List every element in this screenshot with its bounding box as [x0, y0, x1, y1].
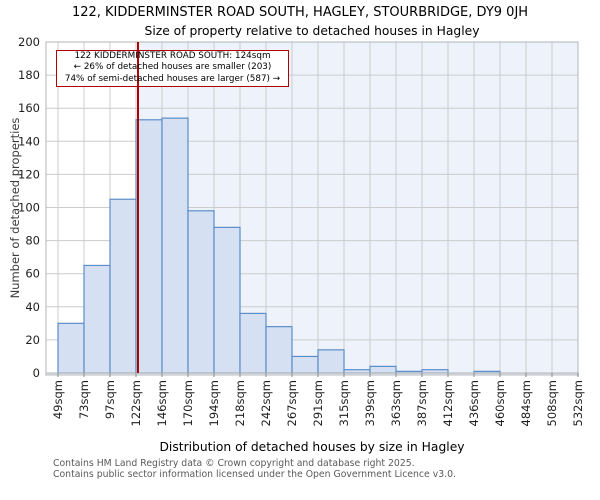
x-tick-label: 73sqm — [77, 380, 91, 419]
footer-line-1: Contains HM Land Registry data © Crown c… — [53, 458, 415, 469]
x-tick-label: 170sqm — [181, 380, 195, 426]
annotation-box — [56, 50, 289, 87]
y-tick-label: 180 — [18, 68, 40, 82]
histogram-bar — [109, 198, 137, 374]
x-tick-label: 460sqm — [493, 380, 507, 426]
x-tick-label: 194sqm — [207, 380, 221, 426]
y-tick-label: 40 — [25, 300, 40, 314]
chart-title: 122, KIDDERMINSTER ROAD SOUTH, HAGLEY, S… — [71, 5, 529, 20]
x-tick-label: 146sqm — [155, 380, 169, 426]
histogram-bar — [83, 264, 111, 374]
x-tick-label: 339sqm — [363, 380, 377, 426]
x-tick-label: 97sqm — [103, 380, 117, 419]
histogram-bar — [213, 226, 241, 374]
histogram-bar — [187, 210, 215, 374]
annotation-text: 122 KIDDERMINSTER ROAD SOUTH: 124sqm ← 2… — [56, 51, 289, 85]
property-size-marker-line — [137, 42, 139, 373]
y-tick-label: 160 — [18, 101, 40, 115]
attribution-footer: Contains HM Land Registry data © Crown c… — [53, 458, 456, 480]
x-tick-label: 242sqm — [259, 380, 273, 426]
x-tick-label: 363sqm — [389, 380, 403, 426]
x-tick-label: 267sqm — [285, 380, 299, 426]
histogram-bar — [135, 119, 163, 374]
histogram-bar — [57, 322, 85, 374]
histogram-bar — [369, 365, 397, 374]
x-tick-label: 218sqm — [233, 380, 247, 426]
histogram-bar — [291, 355, 319, 374]
histogram-bar — [161, 117, 189, 374]
y-tick-label: 100 — [18, 201, 40, 215]
chart-subtitle: Size of property relative to detached ho… — [144, 24, 480, 38]
x-axis-label: Distribution of detached houses by size … — [159, 440, 465, 454]
x-tick-label: 508sqm — [545, 380, 559, 426]
y-tick-label: 60 — [25, 267, 40, 281]
histogram-bar — [265, 326, 293, 374]
y-tick-label: 80 — [25, 234, 40, 248]
annotation-line-3: 74% of semi-detached houses are larger (… — [64, 73, 281, 84]
y-tick-label: 20 — [25, 333, 40, 347]
y-tick-label: 200 — [18, 35, 40, 49]
x-tick-label: 291sqm — [311, 380, 325, 426]
x-tick-label: 315sqm — [337, 380, 351, 426]
x-tick-label: 122sqm — [129, 380, 143, 426]
histogram-bar — [239, 312, 267, 374]
x-tick-label: 49sqm — [51, 380, 65, 419]
x-tick-label: 387sqm — [415, 380, 429, 426]
x-tick-label: 484sqm — [519, 380, 533, 426]
histogram-bar — [317, 349, 345, 374]
y-tick-label: 140 — [18, 134, 40, 148]
x-tick-label: 412sqm — [441, 380, 455, 426]
y-tick-label: 120 — [18, 167, 40, 181]
annotation-line-2: ← 26% of detached houses are smaller (20… — [73, 62, 272, 73]
x-tick-label: 532sqm — [571, 380, 585, 426]
annotation-line-1: 122 KIDDERMINSTER ROAD SOUTH: 124sqm — [74, 51, 271, 61]
x-tick-label: 436sqm — [467, 380, 481, 426]
y-tick-label: 0 — [33, 366, 40, 380]
footer-line-2: Contains public sector information licen… — [53, 469, 456, 480]
plot-border — [45, 41, 579, 374]
